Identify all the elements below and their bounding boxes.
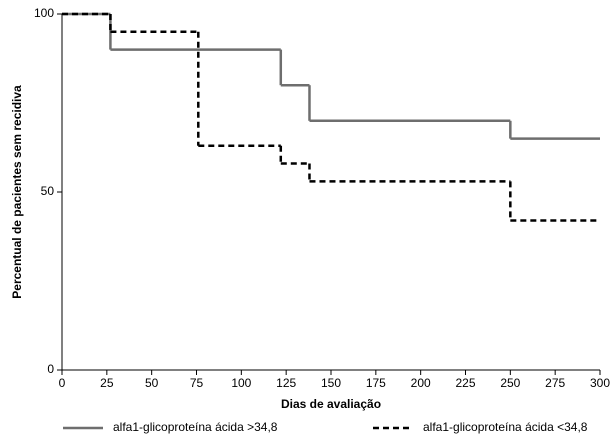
x-tick-label: 50	[145, 376, 159, 390]
y-tick-label: 50	[41, 184, 55, 198]
x-tick-label: 275	[545, 376, 565, 390]
y-axis-label: Percentual de pacientes sem recidiva	[10, 85, 24, 299]
y-tick-label: 0	[47, 362, 54, 376]
x-tick-label: 150	[321, 376, 341, 390]
x-tick-label: 300	[590, 376, 610, 390]
x-axis-label: Dias de avaliação	[281, 397, 381, 411]
x-tick-label: 75	[190, 376, 204, 390]
legend-label: alfa1-glicoproteína ácida >34,8	[113, 420, 278, 434]
x-tick-label: 100	[231, 376, 251, 390]
y-tick-label: 100	[34, 6, 54, 20]
x-tick-label: 175	[366, 376, 386, 390]
x-tick-label: 125	[276, 376, 296, 390]
x-tick-label: 200	[411, 376, 431, 390]
x-tick-label: 0	[59, 376, 66, 390]
x-tick-label: 250	[500, 376, 520, 390]
x-tick-label: 225	[455, 376, 475, 390]
x-tick-label: 25	[100, 376, 114, 390]
legend-label: alfa1-glicoproteína ácida <34,8	[423, 420, 588, 434]
